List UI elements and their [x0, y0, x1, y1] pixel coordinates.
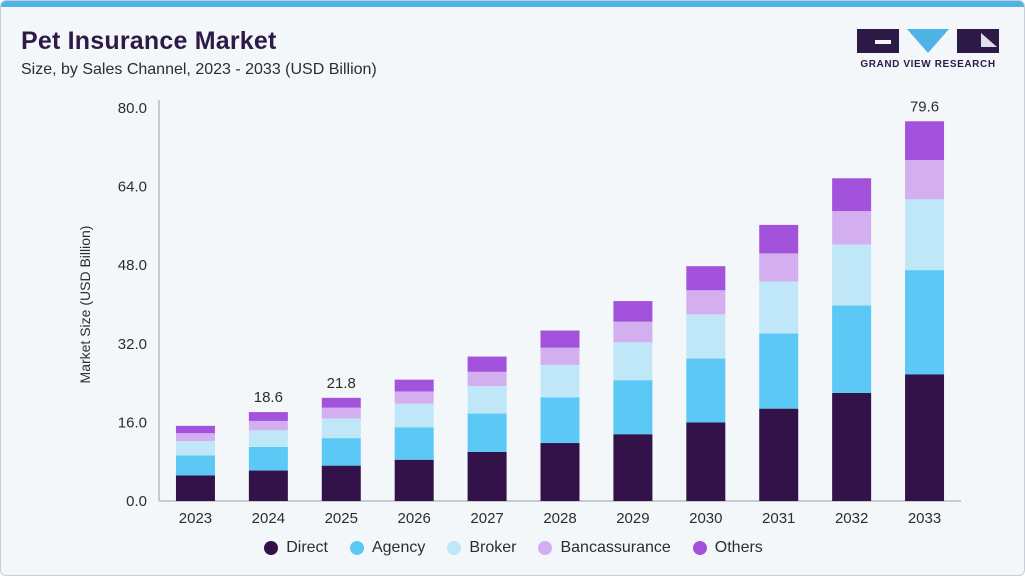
chart-subtitle: Size, by Sales Channel, 2023 - 2033 (USD… [21, 61, 377, 78]
bar-agency-2030 [686, 358, 726, 423]
bar-others-2031 [759, 224, 799, 254]
legend-item-others: Others [692, 539, 763, 557]
bar-agency-2025 [321, 438, 361, 466]
legend-item-agency: Agency [349, 539, 426, 557]
bar-agency-2026 [394, 427, 434, 460]
x-tick-label: 2026 [397, 510, 430, 527]
legend-label: Broker [469, 539, 517, 556]
bar-direct-2030 [686, 422, 726, 501]
legend-label: Bancassurance [560, 539, 671, 556]
accent-bar [1, 1, 1024, 7]
bar-direct-2033 [905, 374, 945, 501]
y-tick-label: 64.0 [118, 179, 147, 196]
y-axis-label: Market Size (USD Billion) [77, 226, 93, 384]
chart-title: Pet Insurance Market [21, 27, 277, 55]
bar-broker-2023 [175, 441, 215, 456]
bar-broker-2027 [467, 386, 507, 414]
legend-label: Agency [371, 539, 426, 556]
bar-direct-2028 [540, 443, 580, 501]
bar-agency-2033 [905, 270, 945, 375]
bar-broker-2028 [540, 364, 580, 398]
bar-agency-2023 [175, 455, 215, 476]
x-tick-label: 2027 [470, 510, 503, 527]
x-tick-label: 2023 [179, 510, 212, 527]
bar-agency-2031 [759, 333, 799, 409]
x-tick-label: 2024 [252, 510, 285, 527]
legend-label: Others [714, 539, 763, 556]
legend-swatch [692, 541, 707, 555]
bar-direct-2025 [321, 465, 361, 501]
bar-bancassurance-2024 [248, 420, 288, 431]
bar-bancassurance-2031 [759, 253, 799, 282]
x-tick-label: 2029 [616, 510, 649, 527]
bar-broker-2030 [686, 314, 726, 359]
bar-bancassurance-2029 [613, 321, 653, 343]
bar-broker-2024 [248, 430, 288, 447]
data-label-2033: 79.6 [910, 98, 939, 115]
data-label-2025: 21.8 [327, 375, 356, 392]
bar-others-2027 [467, 356, 507, 372]
legend-label: Direct [286, 539, 328, 556]
bar-direct-2027 [467, 451, 507, 501]
y-tick-label: 48.0 [118, 257, 147, 274]
legend-swatch [447, 541, 462, 555]
bar-bancassurance-2025 [321, 407, 361, 419]
bar-agency-2024 [248, 446, 288, 471]
bar-direct-2024 [248, 470, 288, 501]
bar-agency-2032 [832, 305, 872, 393]
bar-others-2033 [905, 121, 945, 161]
bar-others-2032 [832, 178, 872, 212]
bar-direct-2031 [759, 408, 799, 501]
bar-bancassurance-2032 [832, 211, 872, 245]
x-tick-label: 2032 [835, 510, 868, 527]
bar-others-2024 [248, 412, 288, 421]
bar-bancassurance-2026 [394, 391, 434, 404]
chart-legend: Direct Agency Broker Bancassurance Others [1, 539, 1024, 557]
y-tick-label: 80.0 [118, 100, 147, 117]
legend-swatch [264, 541, 279, 555]
gvr-logo-icon [857, 29, 999, 53]
y-tick-label: 32.0 [118, 336, 147, 353]
bar-bancassurance-2023 [175, 433, 215, 442]
bar-others-2025 [321, 397, 361, 408]
y-tick-label: 16.0 [118, 414, 147, 431]
bar-bancassurance-2028 [540, 347, 580, 365]
bar-broker-2031 [759, 281, 799, 334]
x-tick-label: 2031 [762, 510, 795, 527]
x-tick-label: 2033 [908, 510, 941, 527]
bar-agency-2028 [540, 397, 580, 444]
x-tick-label: 2028 [543, 510, 576, 527]
bar-others-2026 [394, 379, 434, 392]
legend-swatch [349, 541, 364, 555]
bar-bancassurance-2027 [467, 371, 507, 387]
brand-name: GRAND VIEW RESEARCH [860, 59, 996, 70]
legend-item-broker: Broker [447, 539, 516, 557]
bar-direct-2023 [175, 475, 215, 501]
bar-broker-2025 [321, 418, 361, 439]
bar-direct-2032 [832, 392, 872, 501]
legend-item-direct: Direct [264, 539, 328, 557]
bar-bancassurance-2030 [686, 290, 726, 315]
bar-direct-2029 [613, 434, 653, 501]
bar-broker-2026 [394, 403, 434, 428]
bar-agency-2029 [613, 380, 653, 435]
bar-others-2028 [540, 330, 580, 348]
bar-broker-2029 [613, 342, 653, 381]
data-label-2024: 18.6 [254, 389, 283, 406]
bar-direct-2026 [394, 459, 434, 501]
legend-item-bancassurance: Bancassurance [538, 539, 671, 557]
x-tick-label: 2030 [689, 510, 722, 527]
bar-others-2023 [175, 425, 215, 434]
y-tick-label: 0.0 [126, 493, 147, 510]
bar-broker-2033 [905, 199, 945, 271]
legend-swatch [538, 541, 553, 555]
bar-broker-2032 [832, 244, 872, 306]
bar-others-2029 [613, 301, 653, 322]
bar-agency-2027 [467, 413, 507, 452]
bar-bancassurance-2033 [905, 160, 945, 200]
x-tick-label: 2025 [325, 510, 358, 527]
bar-others-2030 [686, 266, 726, 291]
